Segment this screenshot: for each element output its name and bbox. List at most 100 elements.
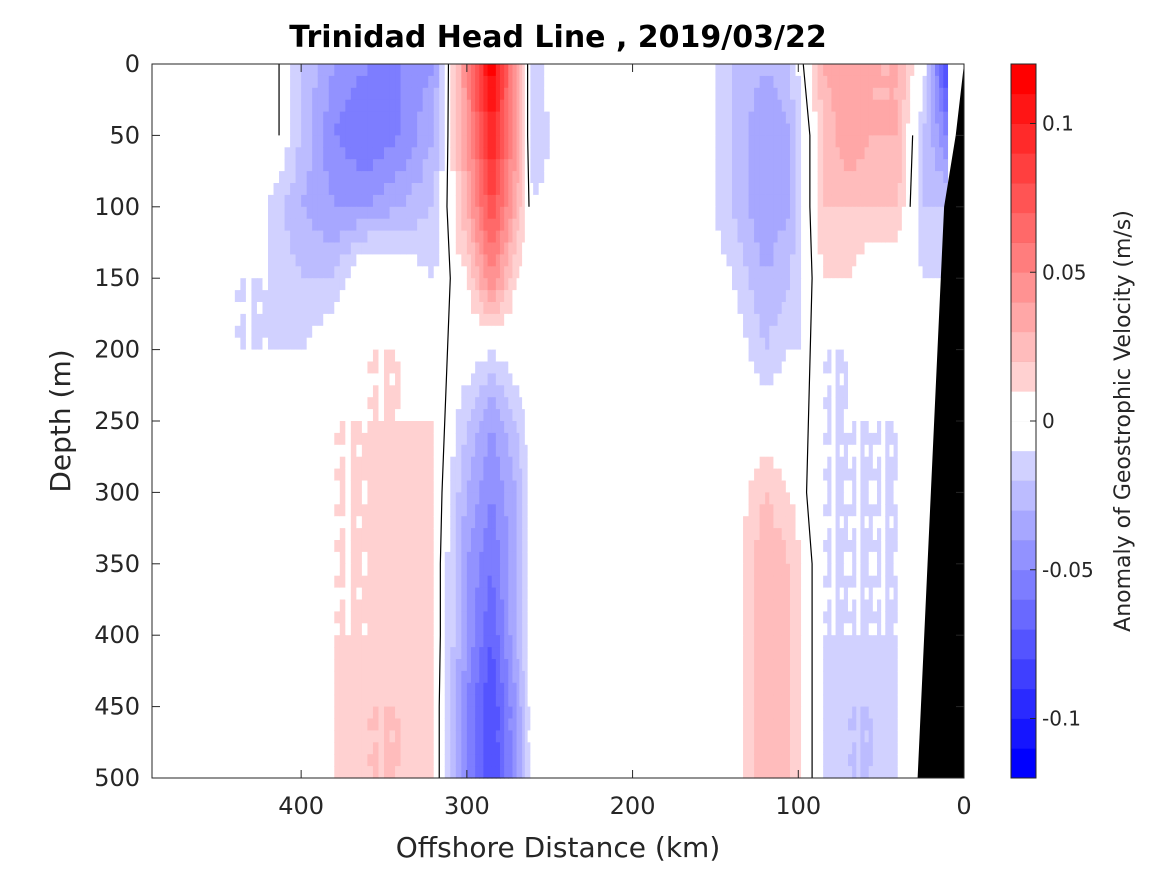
velocity-cell — [389, 718, 396, 731]
velocity-cell — [527, 516, 531, 529]
velocity-cell — [638, 587, 645, 601]
velocity-cell — [378, 75, 385, 89]
velocity-cell — [643, 183, 650, 196]
velocity-cell — [638, 421, 645, 434]
velocity-cell — [522, 540, 526, 553]
velocity-cell — [500, 254, 505, 267]
velocity-cell — [491, 575, 497, 589]
velocity-cell — [439, 230, 446, 244]
velocity-cell — [372, 528, 380, 541]
velocity-cell — [361, 361, 369, 374]
velocity-cell — [301, 302, 308, 315]
velocity-cell — [433, 159, 440, 172]
velocity-cell — [471, 444, 476, 458]
velocity-cell — [660, 325, 667, 339]
velocity-cell — [378, 171, 385, 184]
velocity-cell — [240, 75, 247, 89]
velocity-cell — [483, 551, 489, 565]
velocity-cell — [512, 147, 518, 160]
velocity-cell — [643, 421, 650, 434]
velocity-cell — [461, 730, 468, 743]
velocity-cell — [339, 516, 346, 529]
velocity-cell — [389, 516, 396, 529]
velocity-cell — [395, 325, 402, 339]
velocity-cell — [512, 397, 518, 410]
velocity-cell — [395, 623, 402, 636]
velocity-cell — [234, 75, 241, 89]
velocity-cell — [483, 468, 489, 482]
velocity-cell — [522, 706, 526, 720]
velocity-cell — [284, 456, 291, 470]
velocity-cell — [530, 266, 534, 279]
velocity-cell — [389, 504, 396, 517]
velocity-cell — [411, 373, 418, 386]
velocity-cell — [588, 254, 595, 267]
velocity-cell — [251, 147, 258, 160]
velocity-cell — [604, 480, 612, 493]
velocity-cell — [466, 432, 472, 446]
velocity-cell — [632, 456, 639, 470]
velocity-cell — [328, 623, 335, 636]
velocity-cell — [328, 349, 335, 363]
velocity-cell — [262, 659, 269, 672]
velocity-cell — [522, 111, 526, 125]
velocity-cell — [317, 730, 324, 743]
velocity-cell — [544, 361, 551, 374]
velocity-cell — [654, 563, 661, 577]
velocity-cell — [444, 623, 451, 636]
velocity-cell — [577, 361, 584, 374]
velocity-cell — [378, 742, 385, 755]
velocity-cell — [500, 194, 505, 208]
velocity-cell — [577, 218, 584, 232]
velocity-cell — [610, 706, 617, 720]
velocity-cell — [483, 325, 489, 339]
velocity-cell — [616, 349, 623, 363]
velocity-cell — [268, 551, 275, 565]
velocity-cell — [234, 147, 241, 160]
velocity-cell — [604, 432, 612, 446]
velocity-cell — [384, 623, 391, 636]
velocity-cell — [411, 266, 418, 279]
velocity-cell — [279, 171, 286, 184]
velocity-cell — [439, 123, 446, 136]
velocity-cell — [654, 647, 661, 660]
velocity-cell — [356, 444, 363, 458]
velocity-cell — [450, 183, 457, 196]
velocity-cell — [471, 718, 476, 731]
velocity-cell — [555, 385, 562, 398]
velocity-cell — [500, 694, 505, 708]
velocity-cell — [262, 349, 269, 363]
velocity-cell — [345, 99, 352, 113]
velocity-cell — [234, 611, 241, 624]
velocity-cell — [306, 575, 313, 589]
velocity-cell — [621, 706, 628, 720]
velocity-cell — [284, 766, 291, 779]
velocity-cell — [487, 587, 493, 601]
velocity-cell — [533, 361, 540, 374]
velocity-cell — [604, 694, 612, 708]
velocity-cell — [471, 147, 476, 160]
velocity-cell — [328, 694, 335, 708]
velocity-cell — [582, 742, 589, 755]
velocity-cell — [538, 171, 545, 184]
velocity-cell — [544, 183, 551, 196]
velocity-cell — [582, 218, 589, 232]
velocity-cell — [411, 575, 418, 589]
velocity-cell — [577, 670, 584, 684]
velocity-cell — [245, 123, 253, 136]
velocity-cell — [549, 206, 556, 220]
velocity-cell — [323, 682, 330, 696]
velocity-cell — [512, 349, 518, 363]
velocity-cell — [566, 230, 573, 244]
velocity-cell — [262, 623, 269, 636]
velocity-cell — [530, 183, 534, 196]
velocity-cell — [317, 111, 324, 125]
velocity-cell — [317, 337, 324, 351]
velocity-cell — [577, 492, 584, 505]
velocity-cell — [312, 218, 319, 232]
velocity-cell — [495, 718, 501, 731]
velocity-cell — [367, 206, 374, 220]
velocity-cell — [475, 504, 480, 517]
velocity-cell — [439, 183, 446, 196]
velocity-cell — [504, 206, 509, 220]
